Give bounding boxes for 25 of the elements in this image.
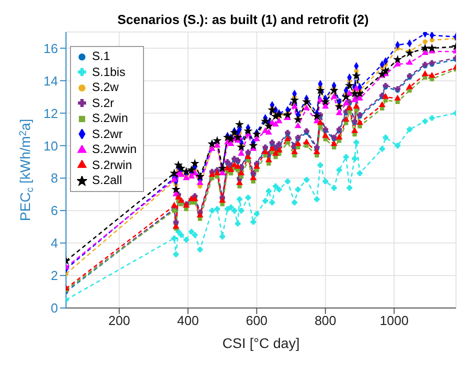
y-tick-label: 10 xyxy=(44,138,58,154)
legend-label: S.2win xyxy=(92,111,128,126)
x-tick-label: 800 xyxy=(314,313,336,328)
y-tick-label: 12 xyxy=(44,106,58,121)
y-tick-label: 16 xyxy=(44,40,58,56)
x-tick-label: 1000 xyxy=(380,313,409,328)
y-tick-label: 4 xyxy=(50,236,58,251)
legend-label: S.1 xyxy=(92,49,110,64)
y-tick-label: 2 xyxy=(50,268,58,284)
legend-label: S.1bis xyxy=(92,64,126,80)
x-axis-title: CSI [°C day] xyxy=(222,335,300,351)
x-tick-label: 600 xyxy=(246,313,268,328)
y-tick-label: 8 xyxy=(50,170,58,186)
legend-label: S.2rwin xyxy=(92,158,132,173)
y-tick-label: 14 xyxy=(44,73,58,88)
legend-label: S.2all xyxy=(92,173,122,188)
x-tick-label: 400 xyxy=(177,313,199,328)
chart-title: Scenarios (S.): as built (1) and retrofit (2) xyxy=(117,12,369,27)
legend-label: S.2wwin xyxy=(92,142,137,158)
legend-label: S.2r xyxy=(92,96,114,111)
x-tick-label: 200 xyxy=(108,313,130,328)
y-tick-label: 6 xyxy=(50,203,58,218)
legend-label: S.2w xyxy=(92,80,119,96)
legend-label: S.2wr xyxy=(92,126,123,142)
y-tick-label: 0 xyxy=(50,300,58,316)
